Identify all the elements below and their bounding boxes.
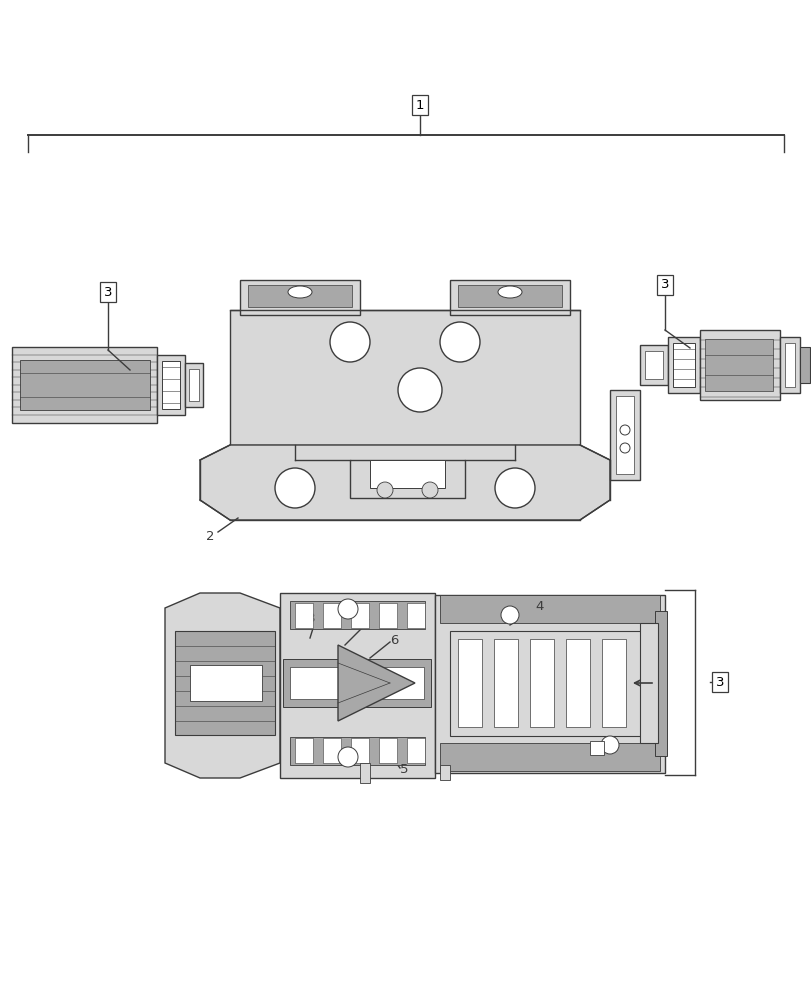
- Bar: [406, 738, 424, 763]
- Ellipse shape: [288, 286, 311, 298]
- Bar: [290, 601, 424, 629]
- Bar: [799, 347, 809, 383]
- Text: 3: 3: [714, 676, 723, 688]
- Bar: [20, 360, 150, 410]
- Bar: [779, 337, 799, 393]
- Polygon shape: [200, 445, 609, 520]
- Bar: [672, 343, 694, 387]
- Bar: [530, 639, 553, 727]
- Circle shape: [500, 606, 518, 624]
- Circle shape: [495, 468, 534, 508]
- Text: 3: 3: [660, 278, 668, 292]
- Circle shape: [440, 322, 479, 362]
- Circle shape: [397, 368, 441, 412]
- Bar: [323, 603, 341, 628]
- Bar: [565, 639, 590, 727]
- Bar: [350, 603, 368, 628]
- Bar: [667, 337, 699, 393]
- Bar: [457, 285, 561, 307]
- Circle shape: [600, 736, 618, 754]
- Bar: [699, 330, 779, 400]
- Text: 7: 7: [362, 618, 370, 632]
- Text: 5: 5: [400, 763, 408, 776]
- Bar: [590, 741, 603, 755]
- Polygon shape: [165, 593, 280, 778]
- Bar: [639, 345, 667, 385]
- Bar: [190, 665, 262, 701]
- Bar: [185, 363, 203, 407]
- Bar: [290, 737, 424, 765]
- Bar: [283, 659, 431, 707]
- Text: 1: 1: [415, 99, 423, 112]
- Circle shape: [422, 482, 437, 498]
- Bar: [379, 603, 397, 628]
- Circle shape: [337, 599, 358, 619]
- Circle shape: [275, 468, 315, 508]
- Bar: [440, 765, 449, 780]
- Bar: [644, 351, 663, 379]
- Bar: [449, 631, 644, 736]
- Bar: [457, 639, 482, 727]
- Bar: [639, 623, 657, 743]
- Polygon shape: [337, 645, 414, 721]
- Bar: [189, 369, 199, 401]
- Text: 3: 3: [104, 286, 112, 298]
- Bar: [175, 631, 275, 735]
- Bar: [440, 743, 659, 771]
- Bar: [12, 347, 157, 423]
- Bar: [230, 310, 579, 445]
- Bar: [247, 285, 351, 307]
- Bar: [370, 460, 444, 488]
- Bar: [290, 667, 423, 699]
- Text: 2: 2: [205, 530, 214, 544]
- Circle shape: [620, 425, 629, 435]
- Bar: [323, 738, 341, 763]
- Bar: [280, 593, 435, 778]
- Bar: [601, 639, 625, 727]
- Bar: [379, 738, 397, 763]
- Bar: [350, 738, 368, 763]
- Bar: [440, 595, 659, 623]
- Text: 4: 4: [534, 600, 543, 613]
- Bar: [654, 611, 666, 756]
- Circle shape: [337, 747, 358, 767]
- Bar: [294, 603, 312, 628]
- Bar: [609, 390, 639, 480]
- Bar: [616, 396, 633, 474]
- Bar: [157, 355, 185, 415]
- Bar: [449, 280, 569, 315]
- Circle shape: [620, 443, 629, 453]
- Bar: [435, 595, 664, 773]
- Bar: [240, 280, 359, 315]
- Bar: [784, 343, 794, 387]
- Bar: [294, 738, 312, 763]
- Bar: [162, 361, 180, 409]
- Ellipse shape: [497, 286, 521, 298]
- Bar: [359, 763, 370, 783]
- Bar: [704, 339, 772, 391]
- Circle shape: [376, 482, 393, 498]
- Text: 8: 8: [306, 611, 314, 624]
- Bar: [493, 639, 517, 727]
- Circle shape: [329, 322, 370, 362]
- Bar: [350, 460, 465, 498]
- Bar: [406, 603, 424, 628]
- Text: 6: 6: [389, 634, 398, 647]
